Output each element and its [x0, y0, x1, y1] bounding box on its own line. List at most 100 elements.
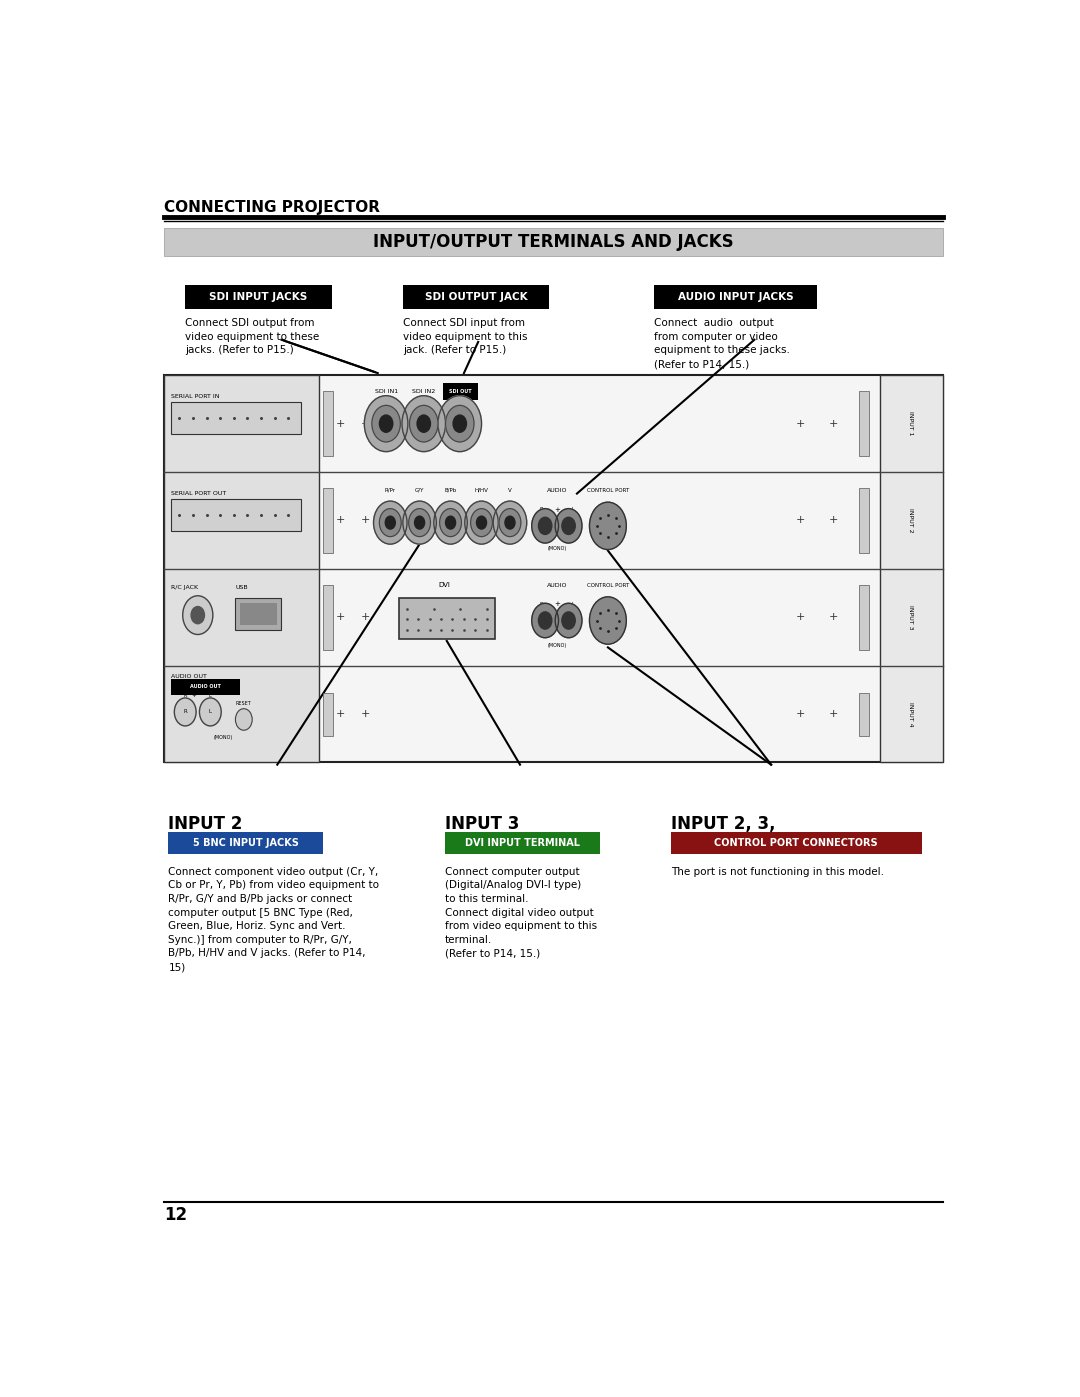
Text: The port is not functioning in this model.: The port is not functioning in this mode…: [671, 866, 883, 877]
Circle shape: [531, 604, 558, 637]
Text: V: V: [508, 488, 512, 493]
Text: +: +: [796, 710, 805, 719]
Circle shape: [494, 502, 527, 545]
Text: INPUT/OUTPUT TERMINALS AND JACKS: INPUT/OUTPUT TERMINALS AND JACKS: [374, 233, 733, 251]
Text: AUDIO OUT: AUDIO OUT: [171, 673, 207, 679]
Text: SDI INPUT JACKS: SDI INPUT JACKS: [210, 292, 308, 302]
Text: (MONO): (MONO): [548, 546, 567, 550]
Bar: [240, 604, 278, 624]
Bar: [171, 499, 300, 531]
Bar: [323, 391, 334, 455]
Text: R: R: [539, 507, 543, 513]
Text: +: +: [796, 612, 805, 622]
Circle shape: [555, 604, 582, 637]
Text: SDI OUTPUT JACK: SDI OUTPUT JACK: [424, 292, 527, 302]
Text: Connect SDI output from
video equipment to these
jacks. (Refer to P15.): Connect SDI output from video equipment …: [186, 319, 320, 355]
Text: L: L: [208, 693, 212, 698]
Text: (MONO): (MONO): [213, 735, 232, 740]
Text: 12: 12: [164, 1207, 188, 1224]
Bar: [443, 383, 478, 400]
Circle shape: [499, 509, 521, 536]
Text: AUDIO OUT: AUDIO OUT: [190, 685, 220, 689]
Text: Connect component video output (Cr, Y,
Cb or Pr, Y, Pb) from video equipment to
: Connect component video output (Cr, Y, C…: [168, 866, 379, 972]
Text: H/HV: H/HV: [474, 488, 488, 493]
Circle shape: [505, 515, 515, 529]
Circle shape: [590, 597, 626, 644]
Text: +: +: [336, 612, 345, 622]
Text: SERIAL PORT OUT: SERIAL PORT OUT: [171, 492, 226, 496]
Circle shape: [476, 515, 486, 529]
Circle shape: [386, 515, 395, 529]
Text: Connect computer output
(Digital/Analog DVI-I type)
to this terminal.
Connect di: Connect computer output (Digital/Analog …: [445, 866, 597, 958]
Bar: [171, 402, 300, 434]
Bar: [168, 833, 323, 854]
Text: +: +: [829, 710, 838, 719]
Text: INPUT 4: INPUT 4: [908, 701, 914, 726]
Text: SDI OUT: SDI OUT: [444, 388, 470, 394]
Text: +: +: [829, 515, 838, 525]
Text: RESET: RESET: [235, 701, 252, 705]
Text: INPUT 1: INPUT 1: [403, 285, 477, 303]
Text: B/Pb: B/Pb: [445, 488, 457, 493]
Circle shape: [562, 612, 576, 629]
Text: INPUT 2, 3: INPUT 2, 3: [653, 285, 752, 303]
Text: +: +: [361, 419, 369, 429]
Text: +: +: [554, 601, 559, 608]
Text: USB: USB: [235, 585, 248, 590]
Text: L: L: [571, 507, 575, 513]
Bar: [859, 585, 869, 650]
Text: +: +: [361, 515, 369, 525]
Circle shape: [464, 502, 498, 545]
Circle shape: [446, 405, 474, 441]
Circle shape: [531, 509, 558, 543]
Text: +: +: [336, 419, 345, 429]
Circle shape: [403, 502, 436, 545]
Circle shape: [434, 502, 468, 545]
Text: +: +: [361, 612, 369, 622]
Bar: [164, 228, 943, 256]
Circle shape: [200, 698, 221, 726]
Text: R: R: [184, 710, 187, 714]
Text: INPUT 2: INPUT 2: [908, 509, 914, 532]
Text: R: R: [184, 693, 187, 698]
Text: DVI INPUT TERMINAL: DVI INPUT TERMINAL: [464, 838, 580, 848]
Text: CONNECTING PROJECTOR: CONNECTING PROJECTOR: [164, 200, 380, 215]
Bar: [186, 285, 332, 309]
Text: +: +: [361, 710, 369, 719]
Circle shape: [168, 412, 178, 425]
Text: +: +: [829, 612, 838, 622]
Text: INPUT 1: INPUT 1: [908, 411, 914, 436]
Circle shape: [562, 517, 576, 535]
Text: INPUT 2: INPUT 2: [168, 814, 243, 833]
Circle shape: [440, 509, 461, 536]
Circle shape: [555, 509, 582, 543]
Text: CONTROL PORT: CONTROL PORT: [586, 583, 629, 588]
Bar: [171, 679, 240, 694]
Circle shape: [235, 708, 253, 731]
Text: +: +: [796, 515, 805, 525]
Circle shape: [539, 612, 552, 629]
Text: G/Y: G/Y: [415, 488, 424, 493]
Text: 5 BNC INPUT JACKS: 5 BNC INPUT JACKS: [193, 838, 299, 848]
Circle shape: [174, 698, 197, 726]
Text: +: +: [191, 693, 195, 698]
Text: +: +: [796, 419, 805, 429]
Circle shape: [289, 412, 300, 425]
Bar: [445, 833, 599, 854]
Text: INPUT 3: INPUT 3: [445, 814, 519, 833]
Circle shape: [539, 517, 552, 535]
Text: INPUT 2, 3,: INPUT 2, 3,: [671, 814, 775, 833]
Circle shape: [446, 515, 456, 529]
Bar: [399, 598, 495, 638]
Text: AUDIO: AUDIO: [546, 583, 567, 588]
Text: R/Pr: R/Pr: [384, 488, 395, 493]
Circle shape: [590, 502, 626, 549]
Bar: [859, 693, 869, 736]
Text: CONTROL PORT CONNECTORS: CONTROL PORT CONNECTORS: [714, 838, 878, 848]
Text: SERIAL PORT IN: SERIAL PORT IN: [171, 394, 219, 400]
Circle shape: [289, 509, 300, 521]
Bar: [671, 833, 922, 854]
Circle shape: [379, 415, 393, 432]
Circle shape: [183, 595, 213, 634]
Circle shape: [168, 509, 178, 521]
